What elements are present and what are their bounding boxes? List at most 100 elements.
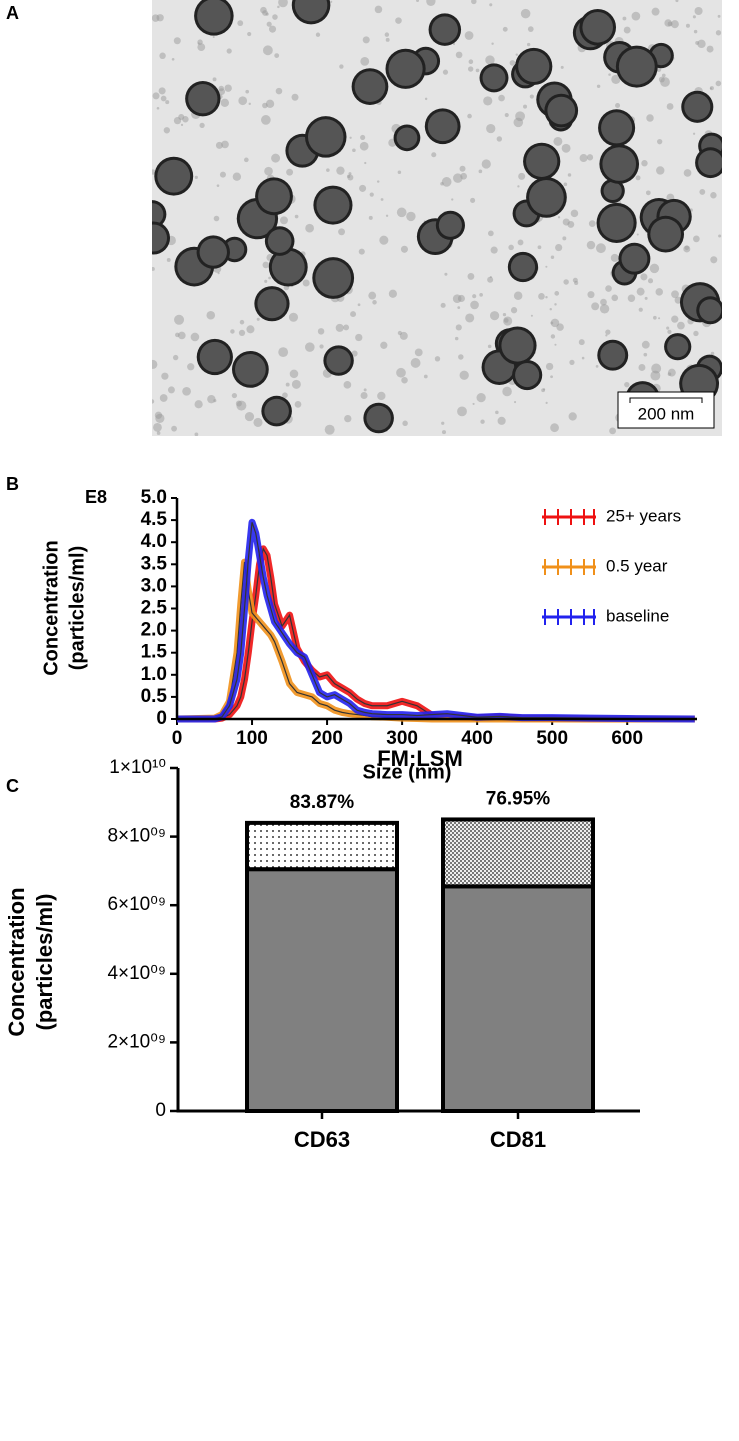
speckle [623,26,631,34]
vesicle-core [438,213,462,237]
speckle [288,312,299,322]
y-tick-label: 2×10⁰⁹ [107,1031,166,1052]
speckle [718,234,722,238]
speckle [153,423,162,432]
speckle [643,352,648,357]
speckle [554,291,560,296]
speckle [236,400,247,411]
speckle [178,113,185,121]
vesicle-core [188,84,218,114]
speckle [666,103,674,110]
speckle [291,93,299,101]
speckle [595,365,599,368]
speckle [550,334,556,339]
speckle [545,362,554,371]
speckle [452,42,456,46]
scale-bar-label: 200 nm [638,404,695,423]
y-tick-label: 8×10⁰⁹ [107,826,166,847]
speckle [343,324,350,331]
speckle [693,235,700,243]
speckle [470,300,479,310]
bar-segment [441,884,595,1114]
speckle [647,278,654,284]
vesicle-core [388,51,423,86]
speckle [697,39,706,49]
vesicle-core [264,398,289,424]
speckle [315,32,321,37]
speckle [158,87,166,95]
speckle [286,168,294,176]
speckle [374,5,383,14]
speckle [468,59,474,65]
speckle [545,265,548,268]
speckle [537,245,542,250]
speckle [683,245,691,253]
speckle [487,230,494,237]
speckle [440,302,446,308]
axis-multiplier: E8 [85,487,107,507]
speckle [545,296,548,299]
x-tick-label: 0 [172,728,183,749]
speckle [710,351,715,356]
speckle [442,69,449,75]
speckle [180,123,184,127]
speckle [610,253,619,262]
y-axis-label: Concentration [40,540,62,676]
speckle [631,11,641,21]
speckle [675,0,679,3]
speckle [352,148,356,153]
speckle [451,198,454,201]
speckle [655,288,663,296]
speckle [182,386,191,396]
speckle [426,0,436,6]
speckle [560,65,564,69]
speckle [268,276,271,280]
speckle [554,303,557,306]
speckle [285,382,290,387]
speckle [402,420,408,427]
speckle [360,56,370,66]
speckle [467,272,475,280]
speckle [661,73,666,78]
speckle [465,313,475,323]
speckle [497,416,506,425]
speckle [248,102,251,106]
speckle [271,153,281,163]
speckle [431,152,437,158]
speckle [510,307,518,314]
speckle [213,215,220,222]
speckle [360,391,368,400]
speckle [278,347,289,358]
speckle [666,326,670,330]
x-tick-label: 500 [536,728,568,749]
speckle [173,37,181,45]
panel-label: A [6,3,19,23]
speckle [457,406,467,417]
y-tick-label: 0 [155,1100,166,1121]
speckle [487,276,494,283]
x-tick-label: CD81 [490,1127,546,1152]
speckle [561,143,571,153]
speckle [423,374,428,379]
speckle [190,332,200,342]
speckle [175,332,180,338]
speckle [641,160,648,167]
speckle [670,20,679,29]
speckle [706,45,714,53]
speckle [171,57,175,61]
speckle [364,161,367,165]
speckle [231,392,238,399]
vesicle-core [698,150,722,176]
speckle [457,306,461,310]
speckle [282,392,288,399]
speckle [693,29,698,34]
speckle [486,123,496,134]
speckle [278,0,288,8]
speckle [508,244,514,251]
speckle [246,325,255,334]
speckle [563,279,569,285]
speckle [256,317,260,321]
speckle [294,401,302,408]
speckle [380,198,384,201]
